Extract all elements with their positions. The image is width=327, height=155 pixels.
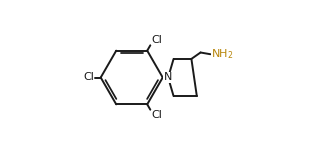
Text: Cl: Cl	[151, 110, 162, 120]
Text: NH$_2$: NH$_2$	[211, 47, 234, 61]
Text: N: N	[164, 73, 172, 82]
Text: Cl: Cl	[83, 73, 94, 82]
Text: Cl: Cl	[151, 35, 162, 45]
